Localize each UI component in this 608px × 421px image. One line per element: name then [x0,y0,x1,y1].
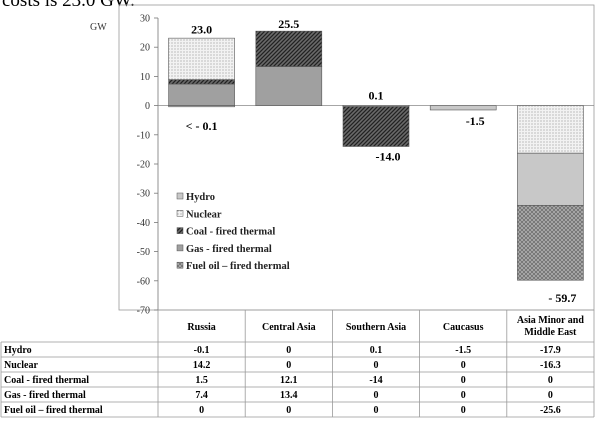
data-label-0-1: 0.1 [369,88,384,102]
table-cell: -1.5 [455,345,471,356]
bar-gas-fired-thermal-russia [168,83,235,106]
column-header-caucasus: Caucasus [443,322,484,333]
data-table: Russia Central Asia Southern Asia Caucasus A… [0,309,595,418]
column-header-asia-minor-and-middle-east: Asia Minor and Middle East [517,315,584,338]
table-cell: 12.1 [280,375,298,386]
table-cell: -16.3 [540,360,561,371]
table-cell: 0 [461,375,466,386]
bar-hydro-caucasus [429,105,497,111]
table-cell: 0 [374,390,379,401]
legend-swatch-gas-fired-thermal [176,244,184,252]
table-cell: 0 [548,390,553,401]
legend-label-nuclear: Nuclear [186,209,222,220]
legend-swatch-coal-fired-thermal [176,227,184,234]
bar-fuel-oil-fired-thermal-asia-minor-and-middle-east [517,205,584,281]
legend-swatch-nuclear [176,210,184,217]
table-cell: 0 [199,405,204,416]
column-header-russia: Russia [187,322,215,333]
legend-swatch-fuel-oil-fired-thermal [176,261,184,269]
table-cell: 14.2 [193,360,211,371]
legend-label-gas-fired-thermal: Gas - fired thermal [186,244,272,255]
y-axis-title: GW [90,22,107,33]
y-tick-label: -60 [137,276,150,287]
bar-nuclear-russia [168,37,235,80]
y-tick-label: -20 [137,160,150,171]
table-cell: 0 [461,405,466,416]
bar-coal-fired-thermal-russia [168,79,235,85]
bars-group [168,30,584,281]
row-label-nuclear: Nuclear [4,360,38,371]
table-cell: 0 [548,375,553,386]
y-tick-label: -10 [137,130,150,141]
y-tick-label: -40 [137,218,150,229]
y-tick-label: 30 [140,14,150,25]
bar-gas-fired-thermal-central-asia [255,66,323,106]
table-cell: 7.4 [195,390,208,401]
caption-text: costs is 23.0 GW. [2,0,135,11]
table-cell: 0 [374,405,379,416]
table-cell: 0 [286,405,291,416]
data-label-25-5: 25.5 [278,17,299,31]
table-cell: 0 [286,360,291,371]
row-label-gas-fired-thermal: Gas - fired thermal [4,390,86,401]
table-cell: -14 [369,375,382,386]
legend: Hydro Nuclear Coal - fired thermal Gas - fi… [176,192,290,272]
table-cell: -0.1 [194,345,210,356]
bar-coal-fired-thermal-central-asia [255,30,323,67]
table-cell: 1.5 [195,375,208,386]
y-tick-label: 20 [140,43,150,54]
data-label-14-0: -14.0 [376,149,401,163]
legend-label-hydro: Hydro [186,192,215,203]
column-header-central-asia: Central Asia [262,322,316,333]
data-label-59-7: - 59.7 [548,291,576,305]
bar-hydro-asia-minor-and-middle-east [517,152,584,206]
legend-label-coal-fired-thermal: Coal - fired thermal [186,227,275,238]
y-tick-label: 10 [140,72,150,83]
table-cell: -25.6 [540,405,561,416]
y-tick-label: -70 [137,306,150,317]
y-tick-label: -30 [137,189,150,200]
bar-hydro-southern-asia [342,105,410,107]
data-label-1-5: -1.5 [466,114,485,128]
data-label-23-0: 23.0 [191,22,212,36]
table-cell: 0 [461,390,466,401]
table-cell: 0.1 [370,345,383,356]
bar-nuclear-asia-minor-and-middle-east [517,105,584,154]
y-tick-label: -50 [137,247,150,258]
table-cell: -17.9 [540,345,561,356]
bar-hydro-russia [168,105,235,108]
legend-swatch-hydro [176,192,184,200]
column-header-southern-asia: Southern Asia [346,322,406,333]
row-label-fuel-oil-fired-thermal: Fuel oil – fired thermal [4,405,103,416]
row-label-coal-fired-thermal: Coal - fired thermal [4,375,89,386]
row-label-hydro: Hydro [4,345,32,356]
data-label-0-1: < - 0.1 [186,119,218,133]
table-cell: 0 [286,345,291,356]
table-cell: 13.4 [280,390,298,401]
table-cell: 0 [374,360,379,371]
annotations-group: 23.0 < - 0.1 25.5 0.1 -14.0 -1.5 - 59.7 [186,17,577,305]
table-cell: 0 [461,360,466,371]
bar-coal-fired-thermal-southern-asia [342,105,410,147]
legend-label-fuel-oil-fired-thermal: Fuel oil – fired thermal [186,261,290,272]
y-tick-label: 0 [145,101,150,112]
